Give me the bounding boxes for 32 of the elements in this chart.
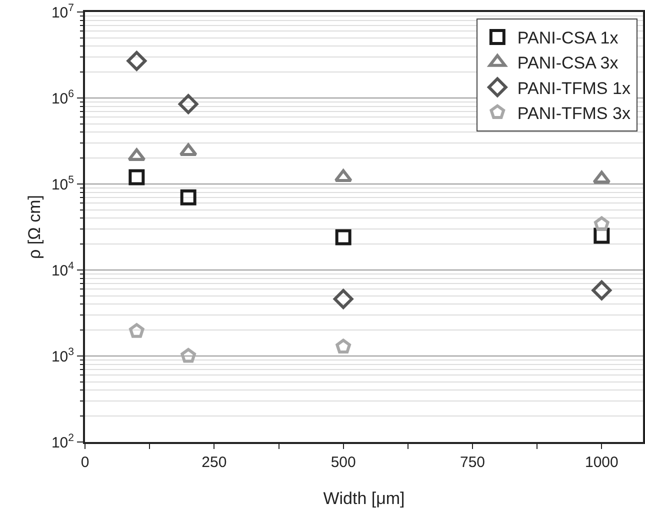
y-tick-label: 10$^{3}$ <box>51 346 74 366</box>
legend-label: PANI-TFMS 1x <box>517 78 631 98</box>
y-tick-label: 10$^{5}$ <box>51 174 74 194</box>
x-axis-title: Width [μm] <box>323 489 405 508</box>
point <box>592 170 611 184</box>
legend-label: PANI-CSA 1x <box>517 28 619 48</box>
point <box>178 94 198 114</box>
point <box>128 148 146 162</box>
y-axis-title: ρ [Ω cm] <box>25 195 44 259</box>
point <box>126 50 147 71</box>
x-tick-label: 750 <box>460 454 486 471</box>
x-tick-label: 500 <box>330 454 356 471</box>
y-tick-label: 10$^{7}$ <box>51 2 74 22</box>
point <box>128 169 145 186</box>
x-tick-label: 1000 <box>584 454 618 471</box>
point <box>180 189 196 206</box>
point <box>592 280 612 300</box>
point <box>333 289 354 309</box>
point <box>180 348 196 363</box>
y-tick-label: 10$^{4}$ <box>51 260 74 280</box>
point <box>336 338 352 354</box>
point <box>334 169 352 182</box>
point <box>128 323 144 338</box>
y-tick-label: 10$^{2}$ <box>51 432 74 452</box>
x-tick-label: 250 <box>202 454 227 471</box>
legend-label: PANI-CSA 3x <box>517 54 619 73</box>
point <box>179 143 198 156</box>
point <box>594 216 610 232</box>
point <box>335 229 352 246</box>
legend-label: PANI-TFMS 3x <box>517 104 631 123</box>
y-tick-label: 10$^{6}$ <box>51 88 74 108</box>
x-tick-label: 0 <box>80 454 90 471</box>
